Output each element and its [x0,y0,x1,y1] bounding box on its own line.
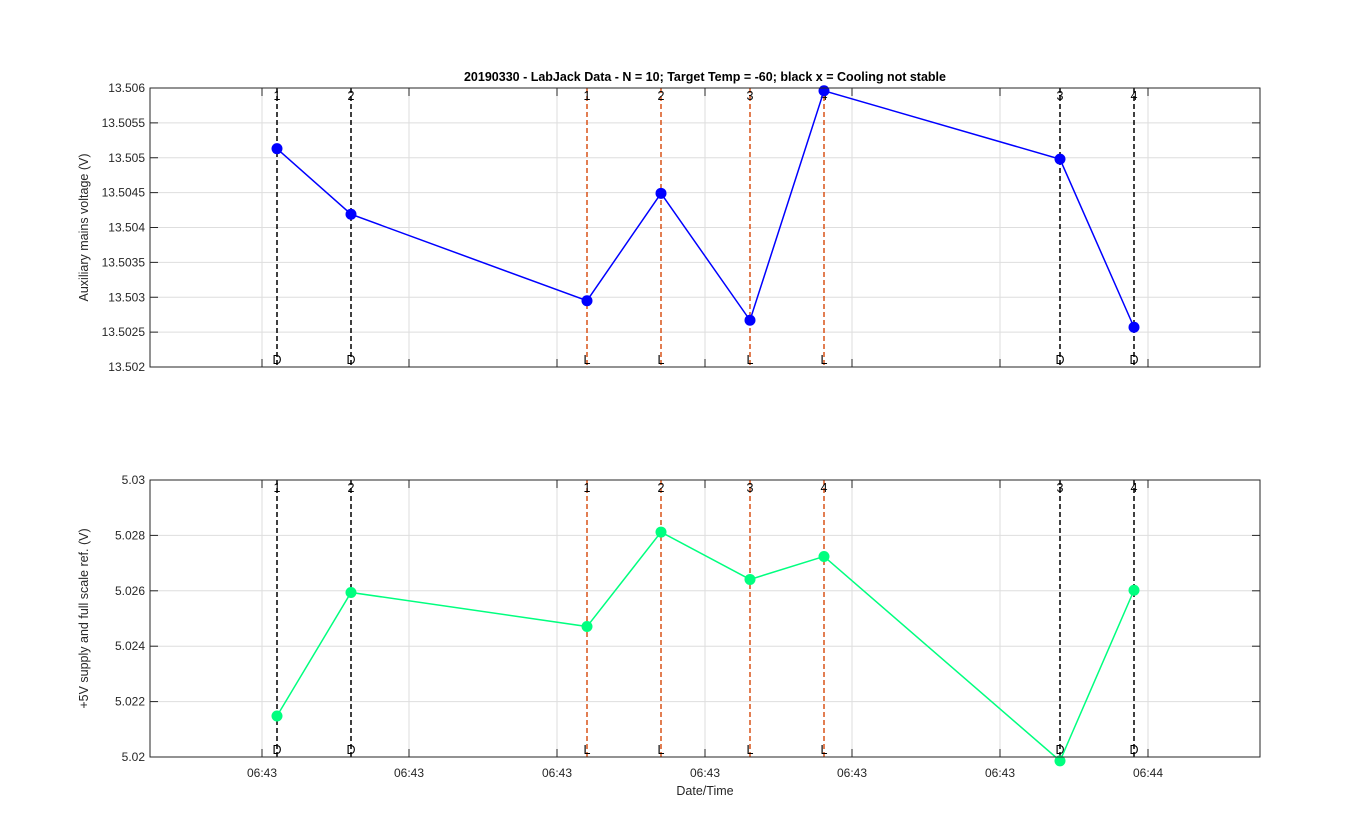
chart-title: 20190330 - LabJack Data - N = 10; Target… [464,70,946,84]
data-point [1054,755,1066,767]
event-marker-top-label: 2 [348,481,355,495]
data-point [271,143,283,155]
x-tick-label: 06:43 [247,766,277,780]
data-point [1128,584,1140,596]
data-point [744,314,756,326]
x-axis-label: Date/Time [676,784,733,798]
event-marker-bottom-label: D [346,353,355,367]
series-line [276,89,1135,328]
event-marker-top-label: 3 [747,89,754,103]
x-tick-label: 06:44 [1133,766,1163,780]
x-tick-label: 06:43 [985,766,1015,780]
data-point [581,295,593,307]
x-tick-label: 06:43 [837,766,867,780]
grid [150,87,1260,368]
event-marker-bottom-label: L [658,743,665,757]
data-point [744,573,756,585]
event-marker-bottom-label: D [1129,743,1138,757]
event-marker-bottom-label: D [1129,353,1138,367]
event-marker-bottom-label: L [821,743,828,757]
data-point [818,550,830,562]
event-marker-bottom-label: L [821,353,828,367]
x-tick-label: 06:43 [690,766,720,780]
series-line [276,531,1135,763]
y-axis-label: +5V supply and full scale ref. (V) [77,528,91,708]
event-marker-top-label: 4 [1131,481,1138,495]
data-point [818,85,830,97]
top-panel: 1D2D1L2L3L4L3D4D13.50213.502513.50313.50… [77,70,1261,374]
grid [150,479,1260,758]
y-tick-label: 5.022 [115,695,145,709]
event-markers: 1 D 2 D 1 L 2 L 3 L 4 L 3 D 4 D [272,480,1139,757]
event-marker-bottom-label: L [584,743,591,757]
event-marker-top-label: 3 [1057,89,1064,103]
y-tick-label: 13.505 [108,151,145,165]
event-marker-top-label: 4 [1131,89,1138,103]
event-marker-top-label: 2 [658,481,665,495]
event-marker-top-label: 1 [274,481,281,495]
event-marker-top-label: 3 [747,481,754,495]
data-point [271,710,283,722]
event-marker-bottom-label: L [747,353,754,367]
y-tick-label: 13.5035 [102,255,146,269]
data-point [1054,153,1066,165]
y-tick-label: 13.506 [108,81,145,95]
event-marker-bottom-label: D [272,353,281,367]
x-tick-label: 06:43 [394,766,424,780]
y-tick-label: 13.502 [108,360,145,374]
event-marker-bottom-label: L [747,743,754,757]
event-marker-top-label: 4 [821,481,828,495]
event-marker-bottom-label: D [1055,743,1064,757]
data-point [655,187,667,199]
event-marker-top-label: 2 [348,89,355,103]
x-tick-label: 06:43 [542,766,572,780]
event-marker-bottom-label: D [346,743,355,757]
bottom-panel: 1 D 2 D 1 L 2 L 3 L 4 L 3 D 4 D 5.02 5.022 5.024 5.026 5.028… [77,473,1261,798]
data-point [345,208,357,220]
y-tick-label: 5.03 [122,473,146,487]
event-marker-top-label: 1 [584,89,591,103]
event-marker-top-label: 3 [1057,481,1064,495]
y-tick-label: 5.026 [115,584,145,598]
y-tick-label: 13.503 [108,290,145,304]
y-tick-label: 5.024 [115,639,145,653]
data-point [581,621,593,633]
y-tick-label: 5.02 [122,750,146,764]
data-point [345,586,357,598]
data-point [655,526,667,538]
y-tick-label: 13.5045 [102,186,146,200]
data-point [1128,321,1140,333]
y-tick-label: 13.5055 [102,116,146,130]
event-marker-top-label: 2 [658,89,665,103]
y-tick-label: 13.5025 [102,325,146,339]
y-tick-label: 5.028 [115,528,145,542]
event-marker-top-label: 1 [274,89,281,103]
event-marker-bottom-label: D [272,743,281,757]
event-marker-bottom-label: L [584,353,591,367]
event-marker-bottom-label: L [658,353,665,367]
y-tick-label: 13.504 [108,221,145,235]
event-marker-bottom-label: D [1055,353,1064,367]
event-marker-top-label: 1 [584,481,591,495]
y-axis-label: Auxiliary mains voltage (V) [77,154,91,302]
